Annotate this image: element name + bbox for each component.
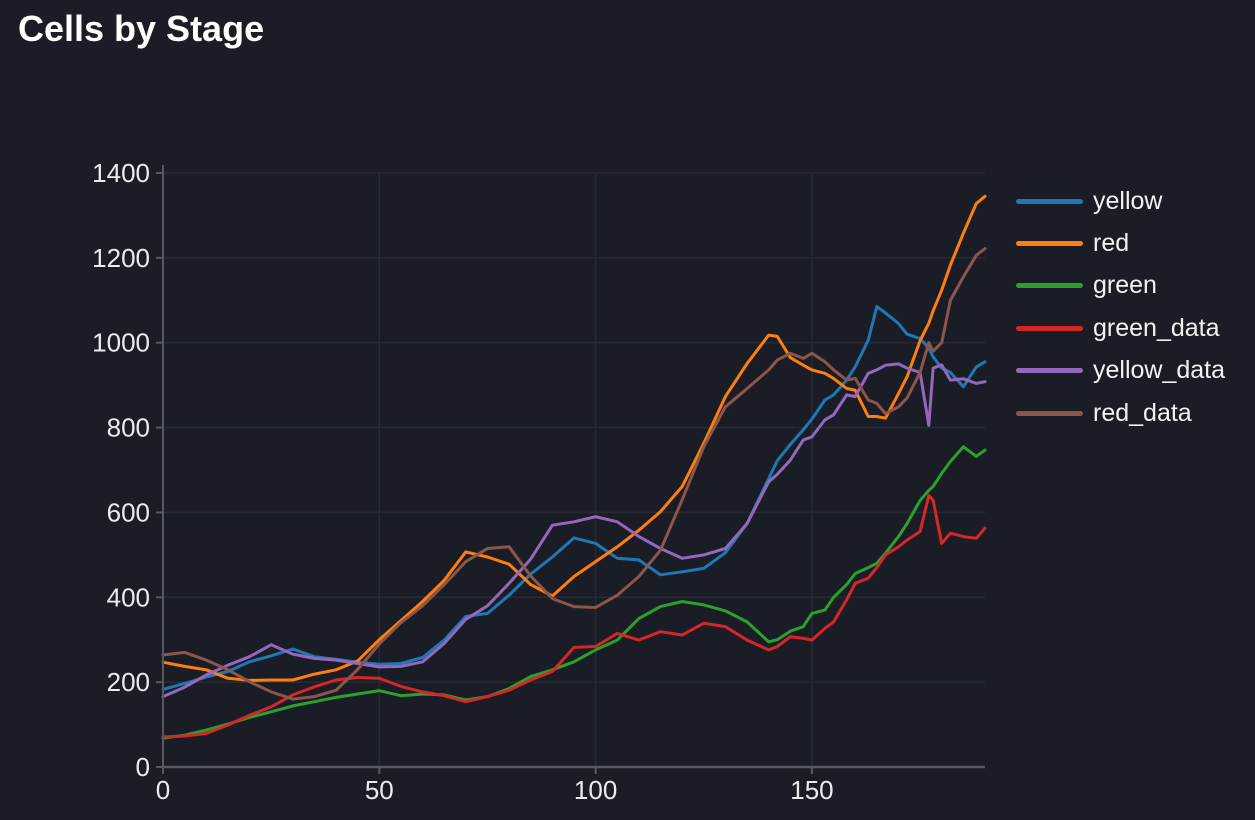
legend-swatch-red	[1016, 241, 1083, 247]
legend-label: yellow_data	[1093, 356, 1226, 385]
series-line-green	[161, 445, 987, 740]
page-title: Cells by Stage	[18, 8, 265, 49]
y-tick-label: 1400	[92, 158, 150, 188]
legend-swatch-yellow_data	[1016, 368, 1083, 374]
y-tick-label: 800	[107, 413, 150, 443]
y-tick-label: 1200	[92, 243, 150, 273]
legend-item-green[interactable]: green	[1016, 265, 1225, 307]
legend-item-yellow[interactable]: yellow	[1016, 180, 1225, 222]
legend-item-green_data[interactable]: green_data	[1016, 307, 1225, 349]
legend-label: green_data	[1093, 313, 1220, 342]
legend-label: red	[1093, 229, 1130, 258]
legend-swatch-red_data	[1016, 410, 1083, 416]
legend-label: green	[1093, 271, 1157, 300]
series-line-yellow	[161, 305, 987, 691]
legend-swatch-yellow	[1016, 198, 1083, 204]
y-tick-label: 600	[107, 497, 150, 527]
legend-label: red_data	[1093, 398, 1192, 427]
y-tick-label: 400	[107, 582, 150, 612]
series-line-red_data	[161, 247, 987, 701]
legend-item-yellow_data[interactable]: yellow_data	[1016, 350, 1225, 392]
y-tick-label: 200	[107, 667, 150, 697]
x-tick-label: 150	[790, 775, 833, 805]
legend-swatch-green	[1016, 283, 1083, 289]
legend-item-red[interactable]: red	[1016, 222, 1225, 264]
series-line-red	[161, 194, 987, 682]
legend-swatch-green_data	[1016, 325, 1083, 331]
y-tick-label: 1000	[92, 328, 150, 358]
x-tick-label: 100	[574, 775, 617, 805]
series-line-green_data	[161, 494, 987, 739]
chart-legend: yellow red green green_data yellow_data red_d…	[1016, 180, 1225, 434]
series-line-yellow_data	[161, 362, 987, 699]
x-tick-label: 0	[156, 775, 170, 805]
x-tick-label: 50	[365, 775, 394, 805]
legend-item-red_data[interactable]: red_data	[1016, 392, 1225, 434]
y-tick-label: 0	[136, 752, 150, 782]
legend-label: yellow	[1093, 186, 1163, 215]
